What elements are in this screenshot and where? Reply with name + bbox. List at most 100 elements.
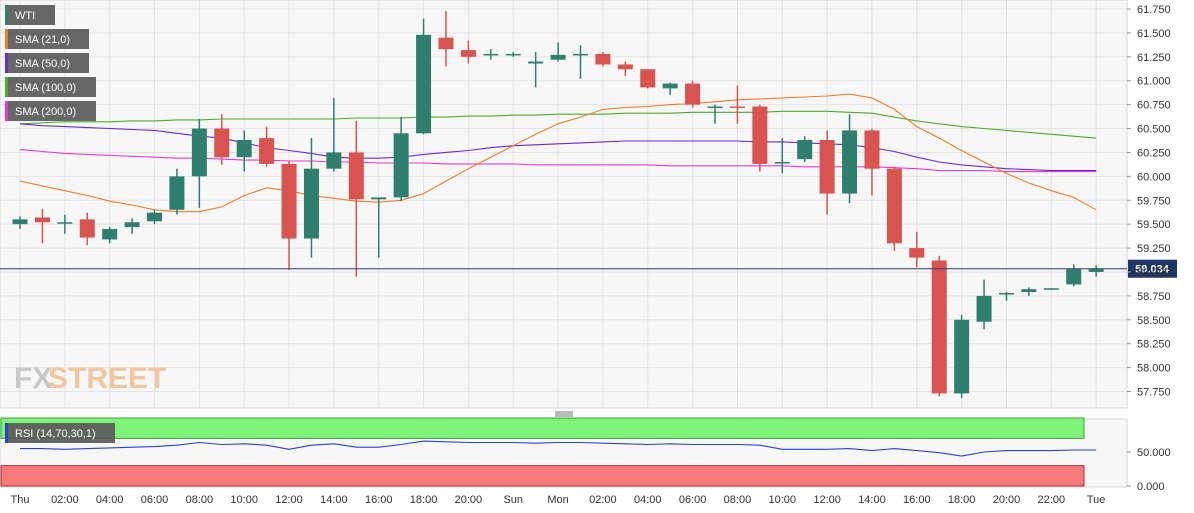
x-tick-label: Sun [503, 494, 523, 506]
candle [79, 212, 95, 246]
candle [34, 208, 50, 244]
candle [640, 69, 656, 89]
candle [931, 255, 947, 397]
x-tick-label: 02:00 [51, 494, 79, 506]
x-tick-label: Mon [547, 494, 568, 506]
candle [842, 114, 858, 204]
candle [976, 279, 992, 330]
candle [819, 130, 835, 215]
price-y-axis: 61.750 61.500 61.250 61.000 60.750 60.500 60.2… [1127, 4, 1171, 399]
y-tick-label: 58.500 [1137, 315, 1171, 327]
candle [12, 216, 28, 229]
rsi-line [20, 440, 1097, 457]
y-tick-label: 58.000 [1137, 363, 1171, 375]
candle [169, 168, 185, 215]
x-tick-label: 18:00 [410, 494, 438, 506]
candle [797, 136, 813, 162]
x-tick-label: 10:00 [769, 494, 797, 506]
candle [707, 104, 723, 124]
y-tick-label: 60.500 [1137, 124, 1171, 136]
x-tick-label: 16:00 [365, 494, 393, 506]
candle [57, 214, 73, 234]
candle [348, 120, 364, 277]
candle [303, 138, 319, 258]
x-tick-label: 12:00 [275, 494, 303, 506]
y-tick-label: 58.750 [1137, 291, 1171, 303]
y-tick-label: 60.750 [1137, 100, 1171, 112]
x-tick-label: 04:00 [96, 494, 124, 506]
candle [954, 315, 970, 399]
legend-item[interactable]: WTI [5, 5, 55, 25]
x-tick-label: 08:00 [186, 494, 214, 506]
candle [214, 114, 230, 165]
y-tick-label: 60.000 [1137, 171, 1171, 183]
watermark: FX STREET [14, 362, 166, 395]
x-tick-label: 10:00 [230, 494, 258, 506]
candle [124, 218, 140, 234]
candle [460, 40, 476, 64]
legend-label: SMA (200,0) [15, 106, 76, 118]
x-tick-label: 14:00 [858, 494, 886, 506]
legend: WTI SMA (21,0) SMA (50,0) SMA (100,0) SMA (2… [5, 5, 96, 121]
legend-item[interactable]: SMA (100,0) [5, 77, 96, 97]
candle [259, 126, 275, 167]
y-tick-label: 59.250 [1137, 243, 1171, 255]
y-tick-label: 59.750 [1137, 195, 1171, 207]
x-tick-label: 08:00 [724, 494, 752, 506]
candle [662, 82, 678, 96]
time-x-axis: Thu 02:00 04:00 06:00 08:00 10:00 12:00 14:00 16… [11, 494, 1106, 506]
candle [191, 118, 207, 208]
current-price-line: 59.034 [0, 259, 1177, 278]
candle [886, 166, 902, 251]
candle [483, 49, 499, 60]
candle [416, 18, 432, 135]
candle [729, 85, 745, 124]
candle [1021, 287, 1037, 296]
y-tick-label: 61.000 [1137, 76, 1171, 88]
y-tick-label: 61.750 [1137, 4, 1171, 16]
legend-label: SMA (50,0) [15, 58, 70, 70]
x-tick-label: 22:00 [1038, 494, 1066, 506]
current-price-label: 59.034 [1135, 264, 1170, 276]
legend-item[interactable]: SMA (200,0) [5, 101, 96, 121]
candle [281, 161, 297, 271]
candle [393, 117, 409, 202]
y-tick-label: 61.250 [1137, 52, 1171, 64]
legend-item[interactable]: SMA (50,0) [5, 53, 89, 73]
x-tick-label: 18:00 [948, 494, 976, 506]
legend-label: SMA (100,0) [15, 82, 76, 94]
y-tick-label: 61.500 [1137, 28, 1171, 40]
x-tick-label: 16:00 [903, 494, 931, 506]
rsi-oversold-zone [0, 465, 1085, 487]
candle [371, 197, 387, 258]
rsi-legend[interactable]: RSI (14,70,30,1) [5, 423, 115, 443]
x-tick-label: 02:00 [589, 494, 617, 506]
candle [998, 292, 1014, 301]
x-tick-label: 20:00 [993, 494, 1021, 506]
x-tick-label: 14:00 [320, 494, 348, 506]
candle [1043, 288, 1059, 290]
y-tick-label: 57.750 [1137, 387, 1171, 399]
watermark-fx: FX [14, 362, 52, 395]
rsi-y-tick-label: 0.000 [1137, 481, 1165, 493]
legend-label: SMA (21,0) [15, 34, 70, 46]
legend-item[interactable]: SMA (21,0) [5, 29, 89, 49]
candle [438, 10, 454, 67]
y-tick-label: 58.250 [1137, 339, 1171, 351]
watermark-street: STREET [48, 362, 166, 395]
panel-resize-handle[interactable] [555, 411, 573, 417]
x-tick-label: Thu [11, 494, 30, 506]
sma21-line [19, 93, 1097, 213]
rsi-y-tick-label: 50.000 [1137, 447, 1171, 459]
candle [528, 52, 544, 88]
candle [102, 227, 118, 244]
candle [573, 45, 588, 79]
candle [505, 52, 521, 57]
rsi-legend-label: RSI (14,70,30,1) [15, 428, 96, 440]
candle [909, 231, 925, 268]
rsi-overbought-zone [0, 417, 1085, 439]
candle [550, 42, 566, 62]
candle [147, 209, 163, 225]
candle [1088, 265, 1104, 277]
